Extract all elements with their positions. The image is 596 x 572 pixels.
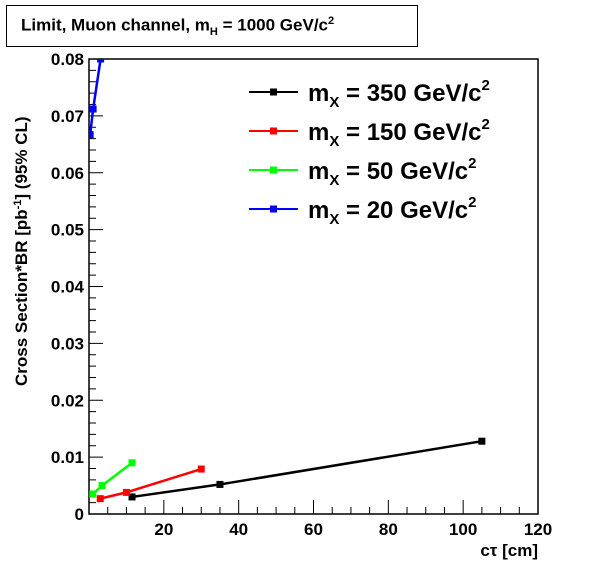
legend-marker (270, 166, 277, 174)
y-tick-label: 0.04 (51, 278, 85, 297)
data-point (128, 459, 136, 467)
y-tick-label: 0.01 (51, 448, 84, 467)
legend-marker (270, 88, 277, 96)
data-point (478, 437, 486, 445)
legend-label: mX = 350 GeV/c2 (308, 77, 490, 111)
data-point (97, 59, 105, 63)
legend-marker (270, 205, 277, 213)
series-2 (96, 465, 205, 503)
x-tick-label: 120 (524, 520, 552, 539)
y-tick-label: 0.08 (51, 50, 84, 69)
x-tick-label: 20 (154, 520, 173, 539)
x-tick-label: 40 (229, 520, 248, 539)
y-tick-label: 0.02 (51, 391, 84, 410)
y-tick-label: 0.05 (51, 221, 84, 240)
series-3 (89, 459, 136, 498)
legend-label: mX = 150 GeV/c2 (308, 116, 490, 150)
y-tick-label: 0.06 (51, 164, 84, 183)
legend-entry: mX = 150 GeV/c2 (249, 116, 490, 150)
x-tick-label: 60 (304, 520, 323, 539)
y-tick-label: 0.07 (51, 107, 84, 126)
x-tick-label: 80 (379, 520, 398, 539)
x-tick-label: 100 (449, 520, 477, 539)
legend-entry: mX = 350 GeV/c2 (249, 77, 490, 111)
legend-entry: mX = 50 GeV/c2 (249, 155, 476, 189)
chart-title-box: Limit, Muon channel, mH = 1000 GeV/c2 (6, 5, 418, 47)
data-point (216, 480, 224, 488)
y-axis-title: Cross Section*BR [pb-1] (95% CL) (12, 116, 31, 386)
y-tick-label: 0.03 (51, 334, 84, 353)
data-point (89, 131, 94, 139)
series-line (131, 439, 483, 499)
data-point (96, 495, 104, 503)
legend-entry: mX = 20 GeV/c2 (249, 194, 476, 228)
chart-title: Limit, Muon channel, mH = 1000 GeV/c2 (21, 15, 335, 39)
data-point (122, 488, 130, 496)
y-tick-label: 0 (75, 505, 84, 524)
x-axis-title: cτ [cm] (480, 541, 538, 560)
data-point (98, 482, 106, 490)
series-4 (89, 59, 105, 139)
data-point (128, 493, 136, 501)
series-1 (128, 437, 486, 501)
data-point (89, 490, 97, 498)
legend-marker (270, 127, 277, 135)
legend-label: mX = 20 GeV/c2 (308, 194, 476, 228)
data-point (197, 465, 205, 473)
legend-label: mX = 50 GeV/c2 (308, 155, 476, 189)
data-point (89, 105, 97, 113)
